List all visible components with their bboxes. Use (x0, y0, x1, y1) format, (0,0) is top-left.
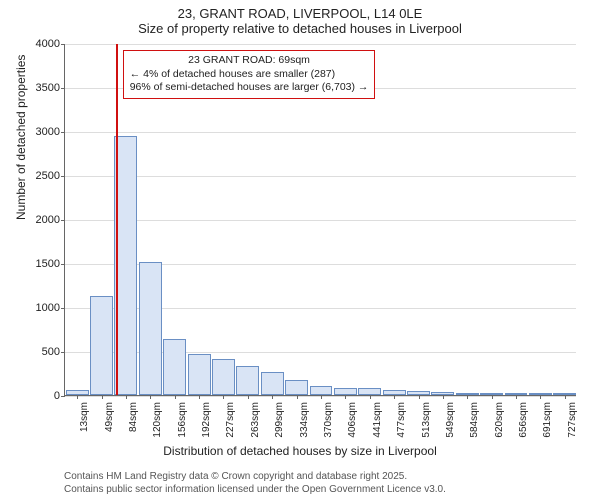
ytick-label: 2500 (10, 170, 60, 182)
annotation-line: 23 GRANT ROAD: 69sqm (130, 54, 369, 68)
ytick-mark (61, 44, 65, 45)
histogram-bar (334, 388, 357, 395)
ytick-label: 3000 (10, 126, 60, 138)
histogram-bar (310, 386, 333, 395)
xtick-label: 441sqm (372, 402, 383, 438)
attribution-line-2: Contains public sector information licen… (64, 484, 446, 497)
property-marker-line (116, 44, 118, 395)
xtick-label: 299sqm (274, 402, 285, 438)
xtick-label: 334sqm (299, 402, 310, 438)
xtick-label: 477sqm (396, 402, 407, 438)
ytick-mark (61, 352, 65, 353)
histogram-bar (285, 380, 308, 395)
histogram-bar (188, 354, 211, 395)
xtick-label: 227sqm (225, 402, 236, 438)
xtick-label: 691sqm (542, 402, 553, 438)
ytick-label: 4000 (10, 38, 60, 50)
xtick-label: 549sqm (445, 402, 456, 438)
xtick-label: 49sqm (104, 402, 115, 432)
xtick-label: 263sqm (250, 402, 261, 438)
ytick-mark (61, 132, 65, 133)
gridline (65, 220, 576, 221)
xtick-mark (516, 395, 517, 399)
xtick-mark (467, 395, 468, 399)
xtick-label: 156sqm (177, 402, 188, 438)
xtick-label: 584sqm (469, 402, 480, 438)
xtick-mark (223, 395, 224, 399)
xtick-label: 727sqm (567, 402, 578, 438)
ytick-mark (61, 88, 65, 89)
histogram-bar (236, 366, 259, 395)
gridline (65, 132, 576, 133)
histogram-bar (139, 262, 162, 395)
xtick-label: 192sqm (201, 402, 212, 438)
annotation-line: 96% of semi-detached houses are larger (… (130, 81, 369, 95)
xtick-label: 13sqm (79, 402, 90, 432)
xtick-mark (102, 395, 103, 399)
xtick-label: 513sqm (421, 402, 432, 438)
xtick-mark (272, 395, 273, 399)
ytick-mark (61, 396, 65, 397)
xtick-mark (565, 395, 566, 399)
xtick-label: 620sqm (494, 402, 505, 438)
ytick-label: 1500 (10, 258, 60, 270)
histogram-bar (261, 372, 284, 395)
xtick-mark (297, 395, 298, 399)
gridline (65, 44, 576, 45)
xtick-mark (492, 395, 493, 399)
annotation-box: 23 GRANT ROAD: 69sqm← 4% of detached hou… (123, 50, 376, 99)
attribution-line-1: Contains HM Land Registry data © Crown c… (64, 471, 446, 484)
xtick-mark (248, 395, 249, 399)
xtick-label: 406sqm (347, 402, 358, 438)
histogram-bar (163, 339, 186, 395)
xtick-mark (77, 395, 78, 399)
xtick-label: 370sqm (323, 402, 334, 438)
page-title: 23, GRANT ROAD, LIVERPOOL, L14 0LE (0, 0, 600, 21)
xtick-label: 84sqm (128, 402, 139, 432)
xtick-mark (199, 395, 200, 399)
ytick-mark (61, 264, 65, 265)
x-axis-label: Distribution of detached houses by size … (0, 444, 600, 458)
xtick-mark (126, 395, 127, 399)
ytick-mark (61, 176, 65, 177)
xtick-label: 120sqm (152, 402, 163, 438)
histogram-bar (114, 136, 137, 395)
attribution-text: Contains HM Land Registry data © Crown c… (64, 471, 446, 496)
gridline (65, 176, 576, 177)
xtick-mark (345, 395, 346, 399)
ytick-label: 2000 (10, 214, 60, 226)
page-subtitle: Size of property relative to detached ho… (0, 21, 600, 40)
ytick-mark (61, 308, 65, 309)
xtick-mark (419, 395, 420, 399)
histogram-bar (90, 296, 113, 395)
xtick-mark (321, 395, 322, 399)
xtick-mark (370, 395, 371, 399)
ytick-label: 0 (10, 390, 60, 402)
ytick-label: 3500 (10, 82, 60, 94)
annotation-line: ← 4% of detached houses are smaller (287… (130, 68, 369, 82)
xtick-mark (443, 395, 444, 399)
histogram-bar (212, 359, 235, 395)
ytick-label: 1000 (10, 302, 60, 314)
xtick-label: 656sqm (518, 402, 529, 438)
ytick-mark (61, 220, 65, 221)
xtick-mark (175, 395, 176, 399)
ytick-label: 500 (10, 346, 60, 358)
xtick-mark (540, 395, 541, 399)
xtick-mark (394, 395, 395, 399)
histogram-bar (358, 388, 381, 395)
xtick-mark (150, 395, 151, 399)
